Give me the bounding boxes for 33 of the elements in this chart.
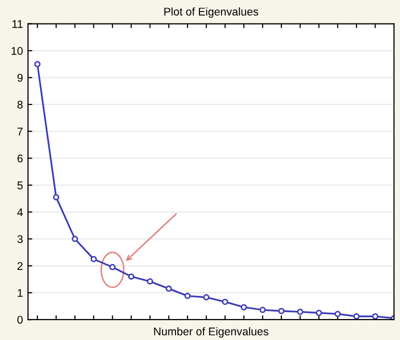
y-tick-label: 9 [17, 74, 23, 82]
point [353, 313, 360, 320]
point [34, 61, 41, 68]
point [240, 304, 247, 310]
y-tick-label: 8 [17, 100, 23, 109]
y-tick-label: 0 [17, 316, 23, 324]
point [297, 308, 304, 315]
point [372, 313, 378, 320]
point [90, 256, 97, 262]
point [146, 278, 154, 285]
y-tick-label: 5 [17, 182, 23, 190]
point [259, 306, 266, 314]
point [184, 292, 191, 300]
y-tick-label: 6 [18, 154, 23, 162]
point [109, 264, 116, 270]
point [166, 286, 172, 292]
x-axis-title: Number of Eigenvalues [154, 327, 268, 338]
point [316, 310, 322, 316]
point [278, 308, 285, 314]
point [203, 294, 210, 300]
point [222, 298, 228, 305]
point [53, 194, 60, 200]
y-tick-label: 11 [12, 20, 23, 28]
chart-title: Plot of Eigenvalues [164, 7, 258, 18]
y-tick-label: 2 [18, 262, 23, 270]
y-tick-label: 7 [18, 128, 23, 136]
point [128, 273, 134, 280]
point [72, 236, 78, 242]
y-tick-label: 10 [12, 46, 23, 55]
y-tick-label: 3 [17, 235, 23, 244]
y-tick-label: 1 [18, 289, 23, 297]
point [334, 310, 341, 318]
y-tick-label: 4 [17, 208, 23, 216]
